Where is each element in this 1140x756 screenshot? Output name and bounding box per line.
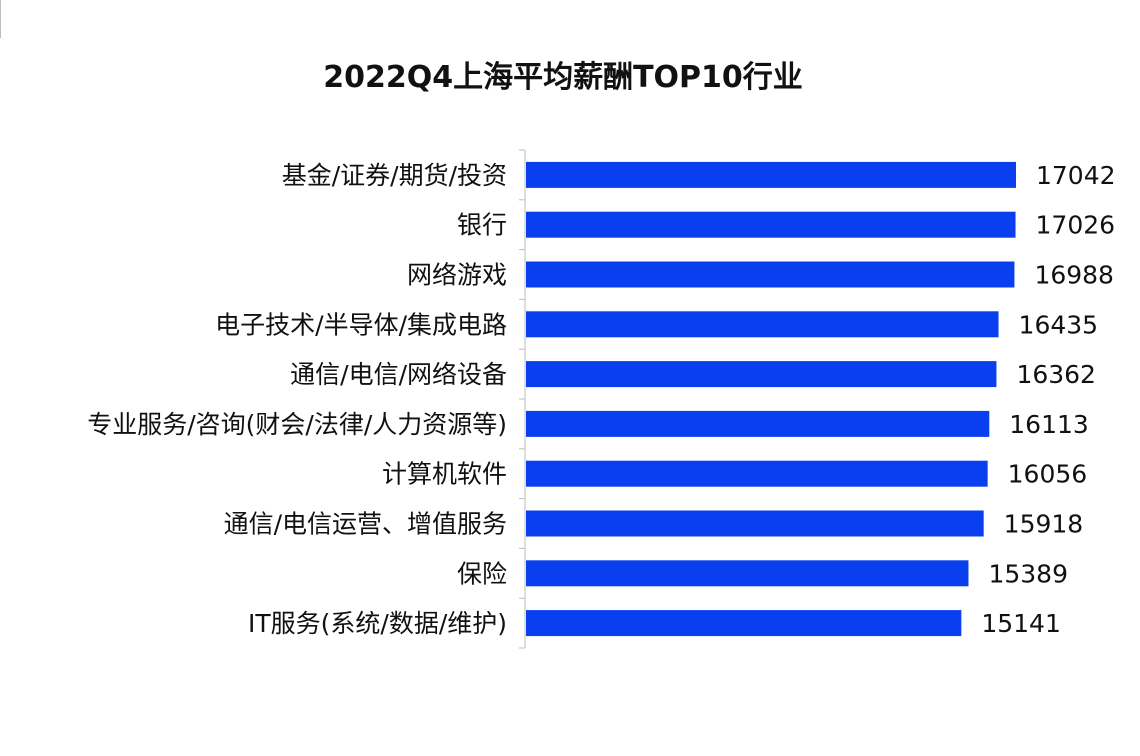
bar (526, 560, 969, 587)
value-label: 16435 (1019, 310, 1099, 339)
value-label: 15141 (981, 609, 1061, 638)
bar (526, 610, 962, 637)
bar (526, 211, 1016, 238)
corner-divider (0, 0, 1, 38)
category-label: 保险 (457, 559, 507, 588)
category-label: 通信/电信运营、增值服务 (224, 510, 507, 539)
category-labels: 基金/证券/期货/投资银行网络游戏电子技术/半导体/集成电路通信/电信/网络设备… (87, 161, 507, 638)
bar (526, 460, 988, 487)
value-label: 17042 (1036, 161, 1116, 190)
bar (526, 410, 990, 437)
bar (526, 261, 1015, 288)
bar (526, 361, 997, 388)
category-label: 网络游戏 (407, 261, 507, 290)
value-label: 16113 (1009, 410, 1089, 439)
value-labels: 17042 17026 16988 16435 16362 16113 16056 15918… (981, 161, 1115, 638)
category-label: 计算机软件 (382, 460, 507, 489)
category-label: 专业服务/咨询(财会/法律/人力资源等) (87, 410, 507, 439)
bar (526, 161, 1016, 188)
chart-title: 2022Q4上海平均薪酬TOP10行业 (323, 60, 803, 95)
bars (526, 161, 1016, 637)
value-label: 16988 (1034, 261, 1114, 290)
category-label: 通信/电信/网络设备 (290, 360, 507, 389)
category-axis-ticks (519, 149, 525, 649)
category-label: 银行 (457, 211, 507, 240)
value-label: 17026 (1036, 211, 1116, 240)
category-label: IT服务(系统/数据/维护) (248, 609, 507, 638)
value-label: 16362 (1016, 360, 1096, 389)
bar (526, 311, 999, 338)
value-label: 15389 (988, 559, 1068, 588)
value-label: 15918 (1004, 510, 1084, 539)
value-label: 16056 (1008, 460, 1088, 489)
bar (526, 510, 984, 537)
category-label: 基金/证券/期货/投资 (282, 161, 507, 190)
category-label: 电子技术/半导体/集成电路 (215, 310, 507, 339)
